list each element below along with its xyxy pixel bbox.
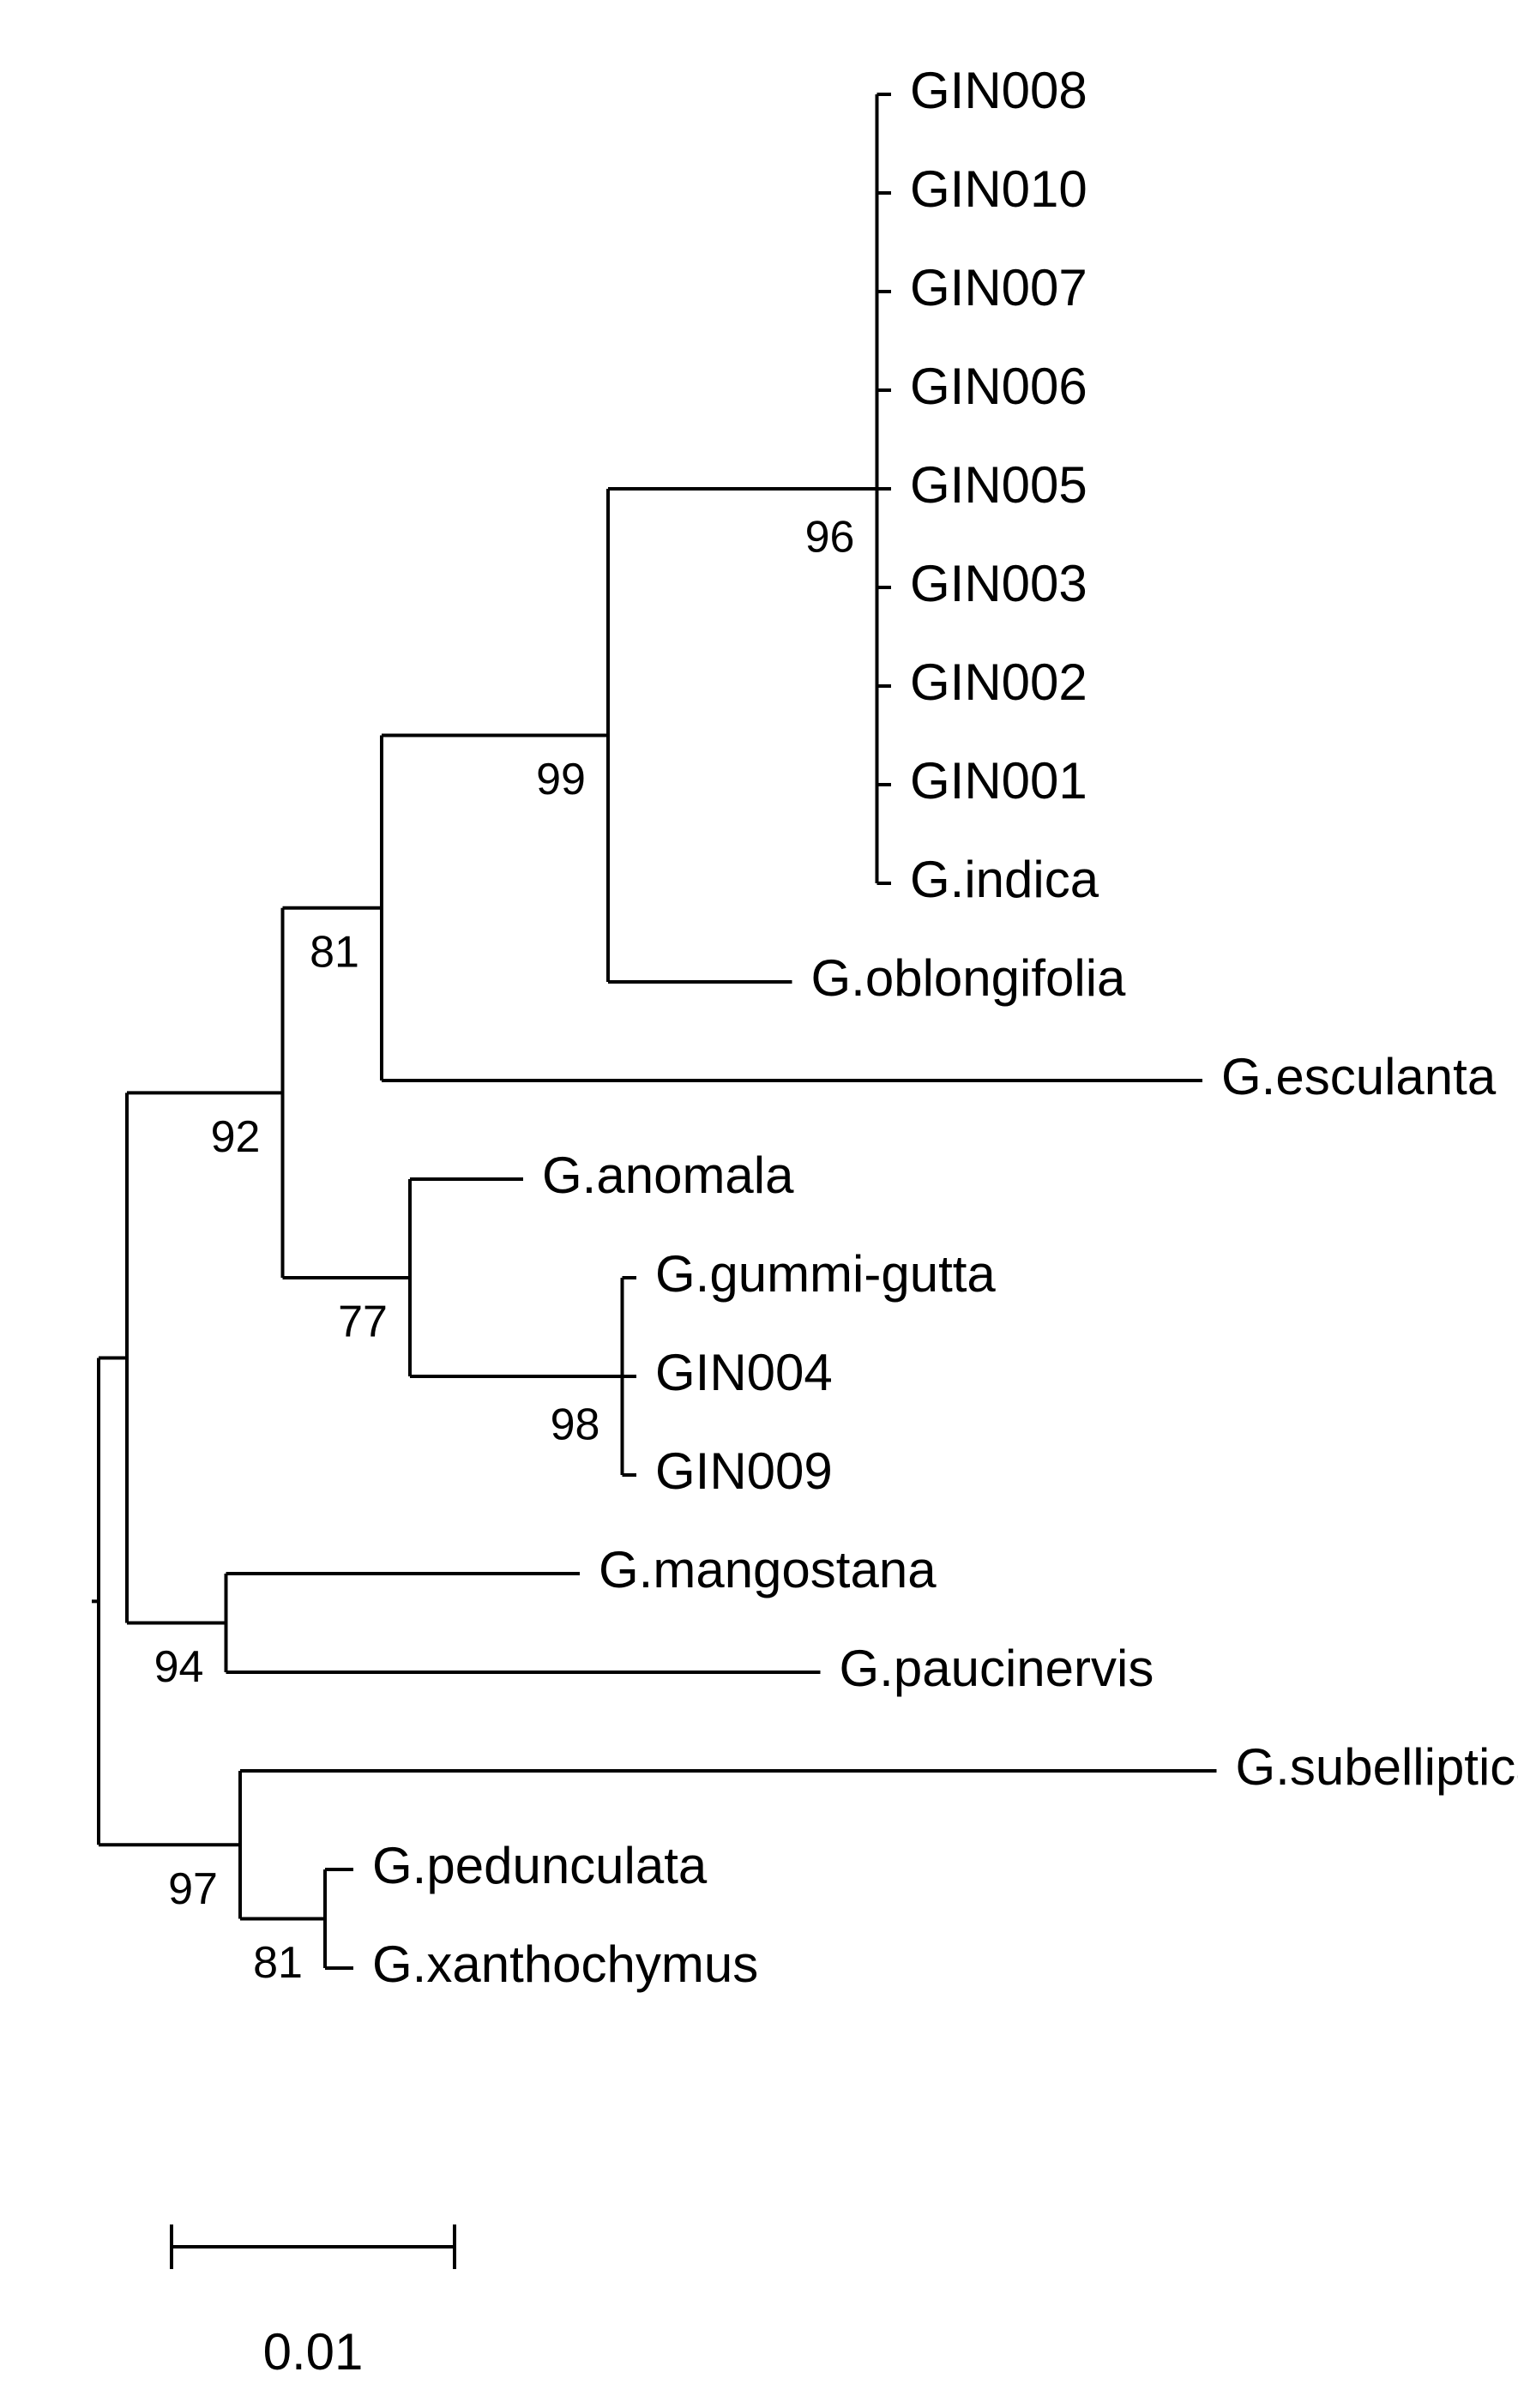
support-value: 99 xyxy=(536,755,586,804)
tip-label: G.subelliptica xyxy=(1236,1738,1518,1796)
support-value: 98 xyxy=(551,1400,600,1450)
tip-label: G.xanthochymus xyxy=(372,1935,758,1993)
tip-label: G.paucinervis xyxy=(840,1640,1154,1697)
support-value: 81 xyxy=(310,927,359,977)
scale-bar: 0.01 xyxy=(172,2224,455,2381)
tip-label: GIN004 xyxy=(655,1344,833,1401)
tip-label: GIN009 xyxy=(655,1442,833,1500)
tip-label: GIN006 xyxy=(910,358,1087,415)
tip-label: GIN002 xyxy=(910,653,1087,711)
tip-label: G.mangostana xyxy=(599,1541,937,1598)
support-value: 81 xyxy=(253,1938,303,1988)
tip-label: G.indica xyxy=(910,851,1099,908)
support-value: 97 xyxy=(168,1864,218,1914)
scale-label: 0.01 xyxy=(263,2323,364,2381)
tip-label: GIN007 xyxy=(910,259,1087,316)
tip-label: GIN003 xyxy=(910,555,1087,612)
tip-label: G.pedunculata xyxy=(372,1837,708,1894)
tip-label: GIN010 xyxy=(910,160,1087,218)
phylogenetic-tree: GIN008 GIN010 GIN007 GIN006 GIN005 GIN003 GIN0… xyxy=(0,0,1518,2408)
support-value: 96 xyxy=(805,513,855,563)
tip-label: G.anomala xyxy=(542,1147,794,1204)
tip-labels: GIN008 GIN010 GIN007 GIN006 GIN005 GIN003 GIN0… xyxy=(372,62,1518,1993)
tip-label: G.gummi-gutta xyxy=(655,1245,996,1303)
tip-label: GIN008 xyxy=(910,62,1087,119)
tip-label: G.oblongifolia xyxy=(811,949,1127,1007)
tip-label: GIN001 xyxy=(910,752,1087,810)
tip-label: GIN005 xyxy=(910,456,1087,514)
support-value: 92 xyxy=(211,1112,261,1162)
support-value: 94 xyxy=(154,1642,204,1692)
tip-label: G.esculanta xyxy=(1221,1048,1497,1105)
support-value: 77 xyxy=(338,1297,388,1347)
